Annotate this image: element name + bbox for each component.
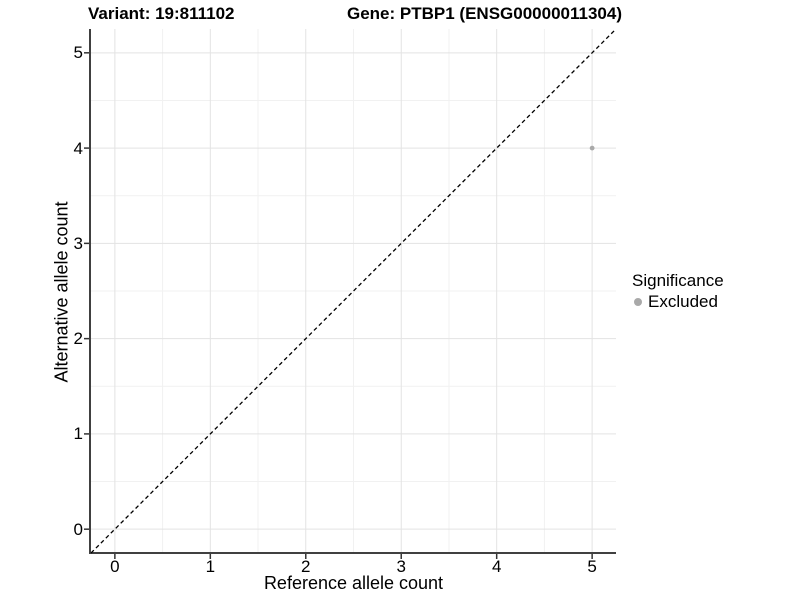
plot-title-variant: Variant: 19:811102 (88, 4, 235, 23)
x-axis-title: Reference allele count (263, 573, 444, 593)
y-tick-label: 3 (73, 233, 83, 253)
y-tick-label: 0 (73, 519, 83, 539)
y-tick-label: 4 (73, 138, 83, 158)
y-tick-label: 5 (73, 43, 83, 63)
legend-title: Significance (632, 271, 724, 290)
plot-title-gene: Gene: PTBP1 (ENSG00000011304) (347, 4, 622, 23)
x-tick-label: 5 (587, 557, 597, 576)
x-tick-label: 0 (110, 557, 120, 576)
y-tick-label: 1 (73, 424, 83, 444)
y-axis-title: Alternative allele count (51, 201, 72, 383)
identity-reference-line (90, 28, 617, 554)
legend-item-excluded: Excluded (634, 292, 718, 312)
x-tick-label: 4 (491, 557, 502, 576)
legend-item-label: Excluded (648, 292, 718, 311)
data-point (589, 145, 595, 151)
x-tick-label: 1 (205, 557, 216, 576)
y-tick-label: 2 (73, 329, 83, 349)
legend-key-dot-icon (634, 298, 642, 306)
x-tick-label: 2 (301, 557, 311, 576)
x-tick-label: 3 (396, 557, 406, 576)
